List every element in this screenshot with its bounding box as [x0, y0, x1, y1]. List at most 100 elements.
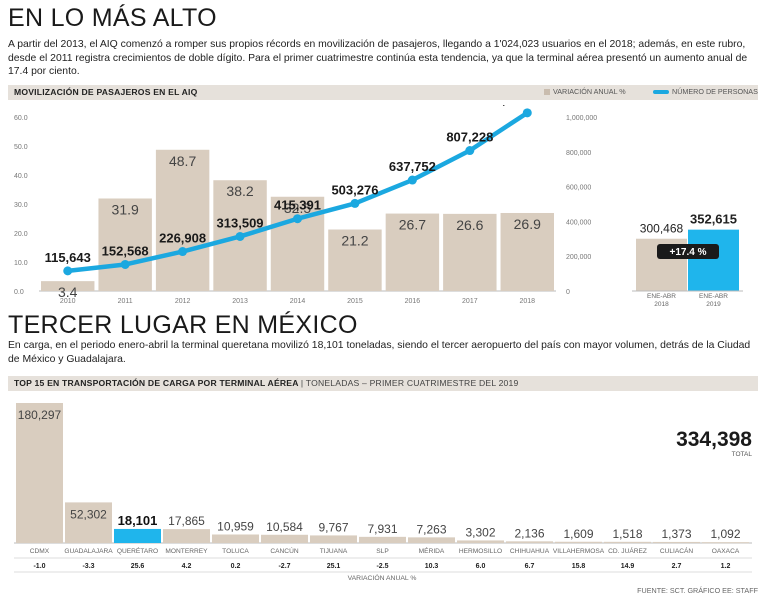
- change-badge-label: +17.4 %: [670, 247, 707, 258]
- cargo-category-label: CDMX: [30, 548, 50, 555]
- legend-bar-swatch-icon: [544, 89, 550, 96]
- year-tick-label: 2018: [519, 298, 535, 305]
- left-axis-tick: 10.0: [14, 260, 28, 267]
- variation-bar-label: 26.6: [456, 217, 483, 233]
- eneabr-2019-bar: [688, 229, 739, 291]
- cargo-value-label: 1,092: [710, 527, 740, 541]
- left-axis-tick: 60.0: [14, 115, 28, 122]
- change-badge: [657, 244, 719, 259]
- eneabr-value-label: 352,615: [690, 212, 737, 227]
- cargo-variation-label: 6.7: [525, 563, 535, 570]
- right-axis-tick: 1,000,000: [566, 115, 597, 122]
- cargo-chart-title: TOP 15 EN TRANSPORTACIÓN DE CARGA POR TE…: [14, 378, 518, 388]
- cargo-category-label: TIJUANA: [320, 548, 348, 555]
- variation-bar: [385, 213, 440, 291]
- cargo-bar: [702, 542, 749, 544]
- passengers-point: [293, 214, 302, 224]
- passengers-point-label: 1'024,023: [470, 105, 527, 107]
- cargo-variation-label: -1.0: [33, 563, 45, 570]
- cargo-chart-header: TOP 15 EN TRANSPORTACIÓN DE CARGA POR TE…: [8, 376, 758, 391]
- cargo-value-label: 10,959: [217, 519, 254, 533]
- cargo-bar: [261, 534, 308, 543]
- cargo-bar: [408, 537, 455, 543]
- cargo-value-label: 7,931: [367, 522, 397, 536]
- cargo-category-label: SLP: [376, 548, 389, 555]
- cargo-value-label: 10,584: [266, 520, 303, 534]
- cargo-category-label: CD. JUÁREZ: [608, 546, 647, 555]
- eneabr-year-label: 2018: [654, 301, 669, 308]
- cargo-total-value: 334,398: [676, 428, 752, 451]
- year-tick-label: 2011: [118, 298, 133, 305]
- variation-bar: [41, 281, 95, 291]
- cargo-category-label: HERMOSILLO: [459, 548, 502, 555]
- section2-text: En carga, en el periodo enero-abril la t…: [8, 340, 751, 365]
- variation-axis-label: VARIACIÓN ANUAL %: [348, 573, 417, 582]
- cargo-chart-subtitle: | TONELADAS – PRIMER CUATRIMESTRE DEL 20…: [300, 378, 519, 388]
- cargo-bar: [310, 535, 357, 543]
- source-note: FUENTE: SCT. GRÁFICO EE: STAFF: [637, 586, 758, 595]
- legend-bar-label: VARIACIÓN ANUAL %: [553, 87, 626, 96]
- year-tick-label: 2015: [347, 298, 363, 305]
- passenger-chart-header: MOVILIZACIÓN DE PASAJEROS EN EL AIQ VARI…: [8, 85, 758, 100]
- cargo-bar: [163, 529, 210, 543]
- passengers-point: [522, 108, 532, 118]
- passengers-point: [178, 247, 188, 257]
- variation-bar-label: 38.2: [226, 183, 253, 199]
- cargo-category-label: QUERÉTARO: [117, 546, 158, 555]
- cargo-category-label: CULIACÁN: [660, 546, 694, 555]
- cargo-variation-label: 15.8: [572, 563, 586, 570]
- passengers-point-label: 152,568: [102, 243, 149, 258]
- cargo-bar: [114, 528, 161, 543]
- cargo-variation-label: 4.2: [182, 563, 192, 570]
- passengers-point-label: 637,752: [389, 159, 436, 174]
- section1-title: EN LO MÁS ALTO: [8, 4, 217, 32]
- right-axis-tick: 0: [566, 289, 570, 296]
- variation-bar: [328, 229, 382, 291]
- year-tick-label: 2017: [462, 298, 478, 305]
- right-axis-tick: 400,000: [566, 219, 591, 226]
- cargo-category-label: MONTERREY: [165, 548, 208, 555]
- legend-line-swatch-icon: [653, 90, 669, 95]
- eneabr-year-label: 2019: [706, 301, 721, 308]
- eneabr-value-label: 300,468: [640, 222, 684, 236]
- cargo-category-label: VILLAHERMOSA: [553, 548, 605, 555]
- cargo-value-label: 52,302: [70, 507, 107, 521]
- passengers-point-label: 226,908: [159, 231, 206, 246]
- year-tick-label: 2014: [290, 298, 306, 305]
- cargo-bar: [555, 541, 602, 543]
- cargo-chart: 180,297 CDMX -1.0 52,302 GUADALAJARA -3.3 18,1…: [14, 403, 752, 582]
- passengers-point: [407, 175, 417, 185]
- passenger-chart: 0.0 10.0 20.0 30.0 40.0 50.0 60.0 0 200,000 400,0…: [14, 105, 743, 308]
- cargo-bar: [604, 541, 651, 543]
- cargo-category-label: CANCÚN: [270, 546, 298, 555]
- variation-bar-label: 26.7: [399, 217, 426, 233]
- passengers-point-label: 115,643: [45, 250, 91, 265]
- cargo-variation-label: -2.7: [278, 563, 290, 570]
- cargo-value-label: 3,302: [465, 525, 495, 539]
- passengers-point-label: 807,228: [446, 130, 493, 145]
- cargo-value-label: 1,373: [661, 527, 691, 541]
- passengers-point: [63, 266, 73, 276]
- eneabr-category-label: ENE-ABR: [647, 293, 676, 300]
- cargo-bar: [457, 540, 504, 543]
- cargo-value-label: 2,136: [514, 526, 544, 540]
- passengers-point: [465, 146, 475, 156]
- cargo-value-label: 1,518: [612, 527, 642, 541]
- legend-bar: VARIACIÓN ANUAL %: [544, 87, 626, 96]
- cargo-bar: [653, 541, 700, 543]
- eneabr-category-label: ENE-ABR: [699, 293, 728, 300]
- variation-bar: [155, 149, 210, 291]
- variation-bar-label: 3.4: [58, 284, 78, 300]
- cargo-variation-label: 6.0: [476, 563, 486, 570]
- cargo-category-label: GUADALAJARA: [64, 548, 113, 555]
- cargo-variation-label: 2.7: [672, 563, 682, 570]
- cargo-value-label: 7,263: [416, 522, 446, 536]
- cargo-value-label: 1,609: [563, 527, 593, 541]
- variation-bar-label: 31.9: [112, 201, 139, 217]
- cargo-category-label: MÉRIDA: [419, 546, 445, 555]
- variation-bar-label: 26.9: [514, 216, 541, 232]
- legend-line: NÚMERO DE PERSONAS: [653, 87, 758, 96]
- cargo-bar: [65, 502, 112, 543]
- cargo-variation-label: 14.9: [621, 563, 635, 570]
- cargo-bar: [212, 534, 259, 543]
